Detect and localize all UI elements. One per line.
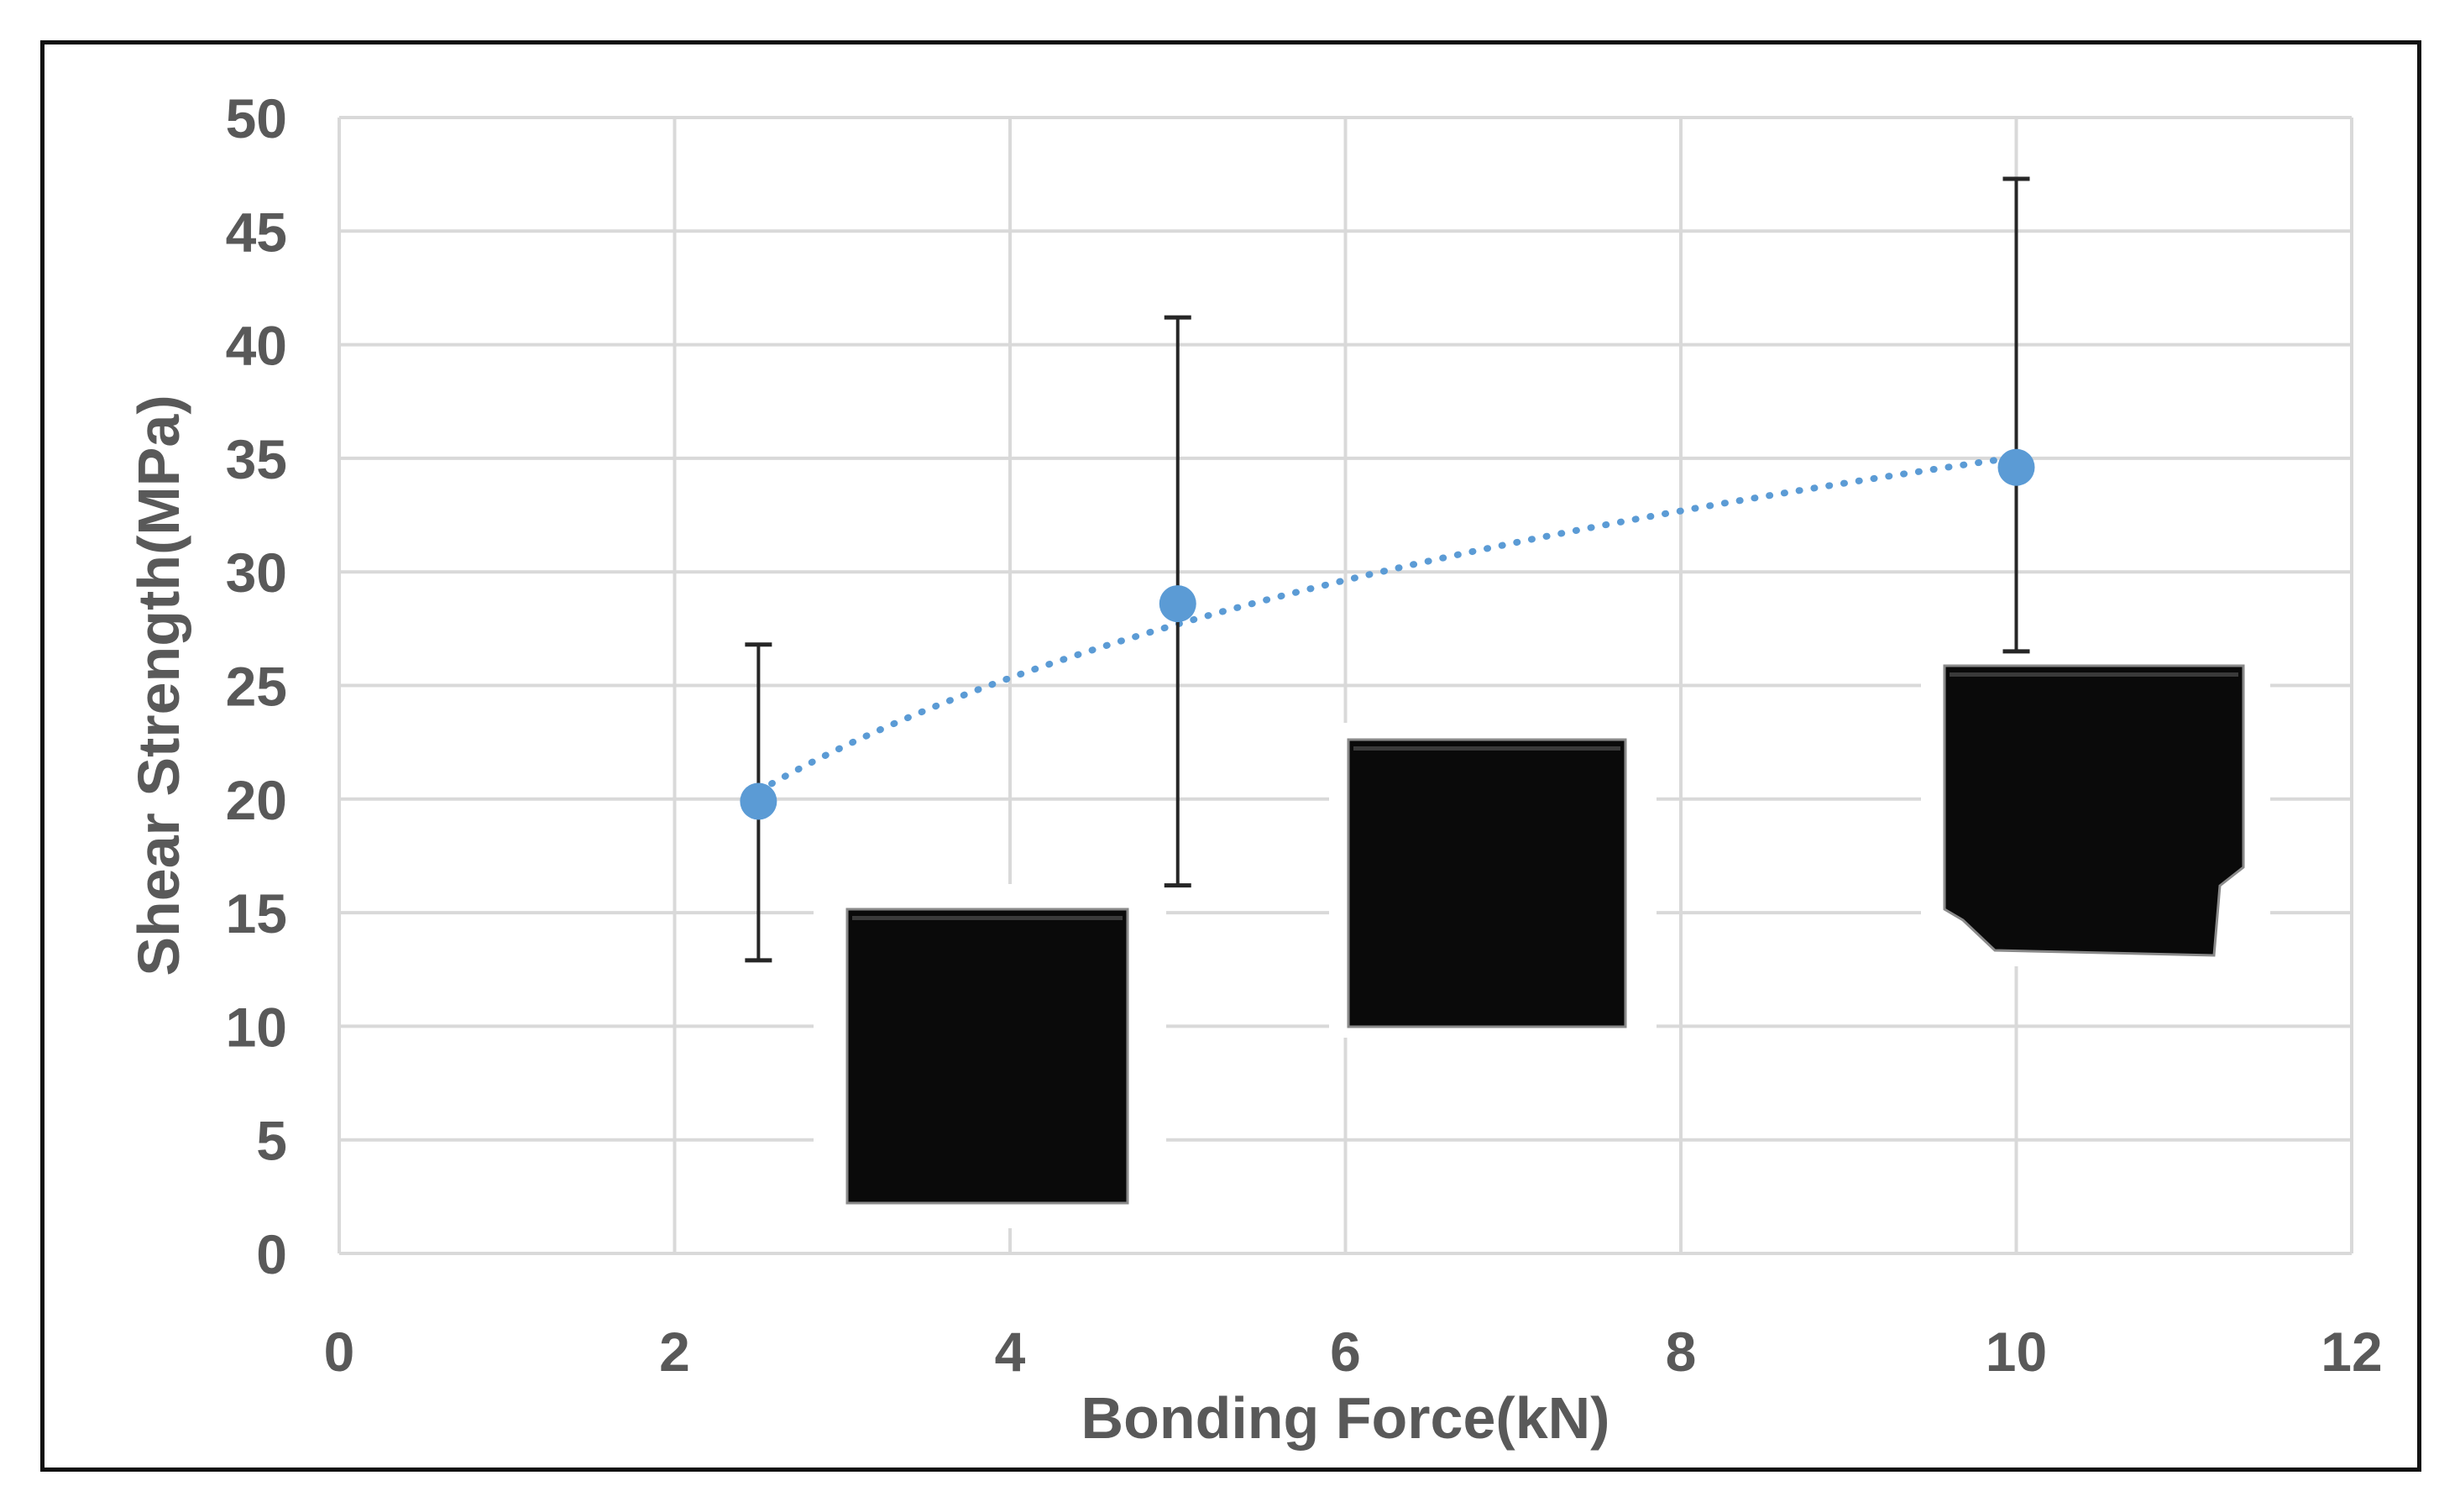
data-point bbox=[740, 782, 777, 820]
x-tick-label: 4 bbox=[995, 1321, 1026, 1383]
sample-photo-5kN bbox=[1329, 723, 1657, 1038]
data-points bbox=[740, 448, 2035, 820]
trendline-path bbox=[755, 453, 2020, 795]
x-tick-label: 0 bbox=[324, 1321, 355, 1383]
sample-square bbox=[1347, 738, 1627, 1028]
shear-strength-chart: 0 2 4 6 8 10 12 0 5 10 15 20 25 30 35 40 45 50 Bonding F… bbox=[126, 87, 2383, 1451]
y-tick-label: 20 bbox=[226, 769, 287, 831]
sample-edge-highlight bbox=[1353, 746, 1620, 751]
y-tick-label: 15 bbox=[226, 882, 287, 944]
x-axis-ticks: 0 2 4 6 8 10 12 bbox=[324, 1321, 2383, 1383]
y-axis-title: Shear Strength(MPa) bbox=[126, 395, 191, 976]
y-tick-label: 25 bbox=[226, 656, 287, 718]
y-tick-label: 35 bbox=[226, 428, 287, 490]
x-axis-title: Bonding Force(kN) bbox=[1081, 1385, 1610, 1451]
error-bar bbox=[2002, 176, 2030, 654]
sample-edge-highlight bbox=[1950, 672, 2238, 677]
data-point bbox=[1159, 585, 1196, 623]
x-tick-label: 2 bbox=[659, 1321, 690, 1383]
sample-photo-2.5kN bbox=[814, 884, 1166, 1228]
sample-square bbox=[845, 908, 1129, 1205]
x-tick-label: 8 bbox=[1666, 1321, 1697, 1383]
x-tick-label: 10 bbox=[1986, 1321, 2047, 1383]
y-tick-label: 45 bbox=[226, 201, 287, 263]
data-point bbox=[1997, 448, 2035, 486]
y-tick-label: 50 bbox=[226, 87, 287, 149]
y-axis-ticks: 0 5 10 15 20 25 30 35 40 45 50 bbox=[226, 87, 287, 1285]
y-tick-label: 5 bbox=[256, 1110, 287, 1172]
sample-photos bbox=[814, 644, 2270, 1228]
y-tick-label: 10 bbox=[226, 996, 287, 1058]
y-tick-label: 40 bbox=[226, 315, 287, 377]
chart-frame: 0 2 4 6 8 10 12 0 5 10 15 20 25 30 35 40 45 50 Bonding F… bbox=[40, 40, 2421, 1472]
x-tick-label: 12 bbox=[2321, 1321, 2382, 1383]
x-tick-label: 6 bbox=[1330, 1321, 1361, 1383]
sample-edge-highlight bbox=[852, 916, 1123, 920]
trendline bbox=[755, 453, 2020, 795]
sample-photo-10kN bbox=[1921, 644, 2270, 966]
y-tick-label: 30 bbox=[226, 541, 287, 604]
sample-square bbox=[1943, 664, 2245, 957]
y-tick-label: 0 bbox=[256, 1223, 287, 1285]
